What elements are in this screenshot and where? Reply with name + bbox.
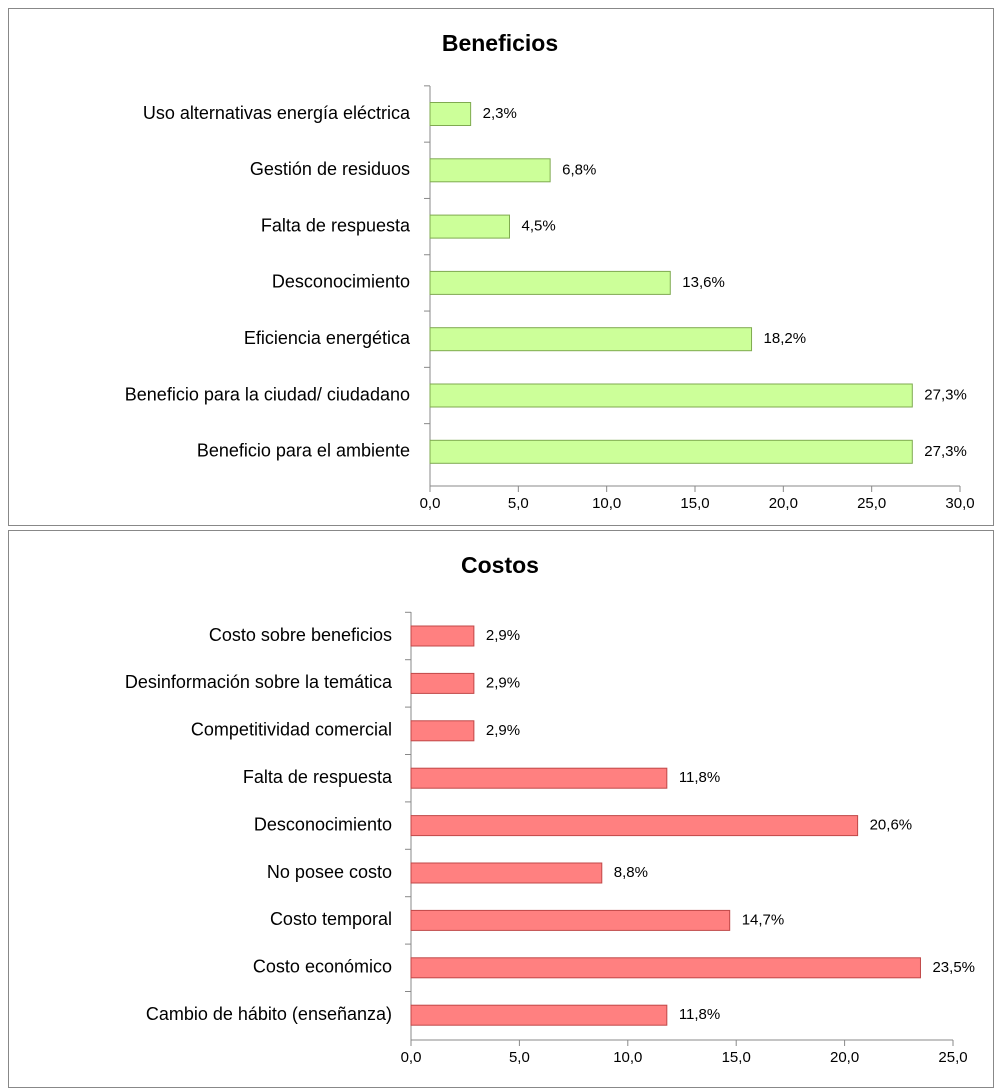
category-label: Beneficio para la ciudad/ ciudadano	[125, 384, 410, 404]
value-label: 11,8%	[679, 769, 720, 786]
panel	[8, 530, 994, 1088]
x-tick-label: 0,0	[401, 1049, 422, 1066]
category-label: Costo sobre beneficios	[209, 625, 392, 645]
value-label: 2,3%	[483, 105, 517, 122]
category-label: Desconocimiento	[254, 814, 392, 834]
value-label: 18,2%	[764, 330, 807, 347]
category-label: Falta de respuesta	[261, 215, 411, 235]
value-label: 2,9%	[486, 627, 520, 644]
category-label: Eficiencia energética	[244, 328, 411, 348]
bar	[429, 158, 551, 183]
category-label: Beneficio para el ambiente	[197, 441, 410, 461]
x-tick-label: 25,0	[857, 495, 886, 512]
category-label: Costo económico	[253, 957, 392, 977]
value-label: 23,5%	[932, 959, 975, 976]
category-label: Competitividad comercial	[191, 720, 392, 740]
bar	[410, 672, 475, 694]
bar	[410, 815, 859, 837]
chart-title: Beneficios	[442, 30, 558, 56]
category-label: Desconocimiento	[272, 272, 410, 292]
category-label: Costo temporal	[270, 909, 392, 929]
value-label: 4,5%	[522, 218, 556, 235]
value-label: 20,6%	[870, 817, 913, 834]
x-tick-label: 10,0	[613, 1049, 642, 1066]
x-tick-label: 25,0	[938, 1049, 967, 1066]
category-label: Cambio de hábito (enseñanza)	[146, 1004, 392, 1024]
bar	[429, 214, 510, 239]
bar	[410, 720, 475, 742]
category-label: Falta de respuesta	[243, 767, 393, 787]
value-label: 8,8%	[614, 864, 648, 881]
bar	[410, 767, 668, 789]
x-tick-label: 15,0	[680, 495, 709, 512]
value-label: 6,8%	[562, 161, 596, 178]
bar	[429, 383, 913, 408]
value-label: 14,7%	[742, 911, 785, 928]
bar	[429, 102, 472, 126]
bar	[429, 327, 753, 352]
value-label: 2,9%	[486, 722, 520, 739]
bar	[429, 270, 671, 295]
category-label: Desinformación sobre la temática	[125, 672, 393, 692]
x-tick-label: 15,0	[722, 1049, 751, 1066]
bar	[410, 625, 475, 647]
bar	[410, 1004, 668, 1026]
x-tick-label: 20,0	[769, 495, 798, 512]
category-label: No posee costo	[267, 862, 392, 882]
category-label: Gestión de residuos	[250, 159, 410, 179]
chart-title: Costos	[461, 552, 539, 578]
value-label: 27,3%	[924, 386, 967, 403]
value-label: 27,3%	[924, 443, 967, 460]
value-label: 13,6%	[682, 274, 725, 291]
x-tick-label: 20,0	[830, 1049, 859, 1066]
x-tick-label: 10,0	[592, 495, 621, 512]
bar	[429, 439, 913, 464]
category-label: Uso alternativas energía eléctrica	[143, 103, 411, 123]
value-label: 11,8%	[679, 1006, 720, 1023]
x-tick-label: 0,0	[420, 495, 441, 512]
bar	[410, 862, 603, 884]
value-label: 2,9%	[486, 674, 520, 691]
panel	[8, 8, 994, 526]
bar	[410, 957, 921, 979]
bar	[410, 909, 731, 931]
x-tick-label: 5,0	[509, 1049, 530, 1066]
x-tick-label: 5,0	[508, 495, 529, 512]
x-tick-label: 30,0	[945, 495, 974, 512]
